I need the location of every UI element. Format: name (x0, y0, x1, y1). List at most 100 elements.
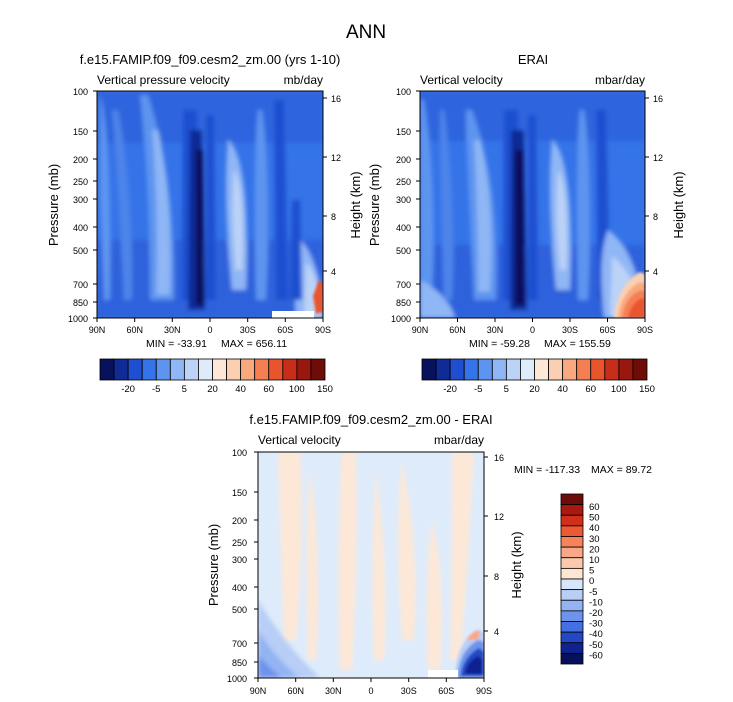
svg-text:850: 850 (73, 298, 88, 308)
svg-text:100: 100 (73, 87, 88, 97)
colorbar-box (520, 358, 535, 381)
svg-text:1000: 1000 (68, 314, 88, 324)
colorbar-box (560, 578, 584, 591)
svg-text:90N: 90N (89, 325, 106, 335)
y2-axis-label: Height (km) (671, 171, 686, 238)
svg-text:100: 100 (396, 87, 411, 97)
svg-text:100: 100 (611, 384, 627, 395)
svg-text:100: 100 (232, 448, 247, 458)
colorbar-box (212, 358, 227, 381)
colorbar-box (560, 514, 584, 527)
colorbar-box (560, 525, 584, 537)
svg-text:850: 850 (396, 298, 411, 308)
colorbar-box (560, 536, 584, 548)
svg-text:30S: 30S (562, 325, 578, 335)
colorbar-1 (99, 358, 326, 381)
svg-text:10: 10 (589, 555, 600, 566)
y-axis-label: Pressure (mb) (206, 524, 221, 606)
svg-text:20: 20 (207, 384, 218, 395)
min-label: MIN = -59.28 (469, 338, 530, 350)
y-axis-ticks: 100 150 200 250 300 400 500 700 850 1000 (68, 87, 97, 324)
panel-model: f.e15.FAMIP.f09_f09.cesm2_zm.00 (yrs 1-1… (46, 52, 363, 395)
y2-axis-label: Height (km) (509, 531, 524, 598)
colorbar-2 (421, 358, 648, 381)
svg-text:16: 16 (331, 94, 341, 104)
x-axis-ticks: 90N 60N 30N 0 30S 60S 90S (250, 678, 492, 696)
svg-text:30S: 30S (401, 686, 417, 696)
colorbar-box (604, 358, 620, 381)
svg-text:250: 250 (396, 177, 411, 187)
colorbar-box (463, 358, 479, 381)
svg-text:90N: 90N (412, 325, 429, 335)
svg-text:12: 12 (653, 153, 663, 163)
colorbar-box (155, 358, 171, 381)
svg-text:40: 40 (235, 384, 246, 395)
svg-text:60: 60 (589, 502, 600, 513)
svg-text:-20: -20 (589, 608, 603, 619)
max-label: MAX = 155.59 (544, 338, 611, 350)
svg-text:700: 700 (396, 280, 411, 290)
svg-text:-5: -5 (152, 384, 160, 395)
panel-difference: f.e15.FAMIP.f09_f09.cesm2_zm.00 - ERAI V… (206, 412, 652, 696)
svg-text:0: 0 (368, 686, 373, 696)
svg-text:150: 150 (317, 384, 333, 395)
svg-text:90S: 90S (315, 325, 331, 335)
svg-text:4: 4 (653, 267, 658, 277)
svg-text:-60: -60 (589, 650, 603, 661)
colorbar-box (560, 652, 584, 665)
svg-text:1000: 1000 (391, 314, 411, 324)
colorbar-box (560, 589, 584, 601)
colorbar-box (310, 358, 326, 381)
svg-text:200: 200 (396, 155, 411, 165)
svg-text:90S: 90S (637, 325, 653, 335)
colorbar-box (560, 599, 584, 612)
y2-axis-ticks: 16 12 8 4 (323, 94, 341, 277)
panel-left-label: Vertical pressure velocity (97, 73, 230, 87)
svg-text:-30: -30 (589, 619, 603, 630)
colorbar-box (198, 358, 213, 381)
colorbar-box (141, 358, 157, 381)
colorbar-box (548, 358, 564, 381)
svg-text:8: 8 (494, 572, 499, 582)
colorbar-box (632, 358, 648, 381)
colorbar-box (268, 358, 284, 381)
svg-text:40: 40 (589, 523, 600, 534)
svg-text:16: 16 (494, 453, 504, 463)
svg-text:30N: 30N (325, 686, 342, 696)
svg-text:30S: 30S (240, 325, 256, 335)
panel-title: f.e15.FAMIP.f09_f09.cesm2_zm.00 - ERAI (249, 412, 492, 427)
svg-text:850: 850 (232, 658, 247, 668)
colorbar-box (560, 546, 584, 559)
svg-text:30N: 30N (487, 325, 504, 335)
svg-text:150: 150 (73, 127, 88, 137)
svg-text:4: 4 (331, 267, 336, 277)
max-label: MAX = 656.11 (221, 338, 287, 350)
colorbar-box (560, 567, 584, 580)
svg-text:100: 100 (289, 384, 305, 395)
svg-text:-20: -20 (121, 384, 135, 395)
colorbar-box (560, 557, 584, 569)
svg-text:20: 20 (589, 544, 600, 555)
colorbar-box (254, 358, 270, 381)
svg-text:0: 0 (207, 325, 212, 335)
svg-text:200: 200 (232, 516, 247, 526)
svg-text:4: 4 (494, 627, 499, 637)
colorbar-box (296, 358, 312, 381)
svg-text:40: 40 (557, 384, 568, 395)
contour-field (97, 91, 323, 318)
svg-text:700: 700 (73, 280, 88, 290)
svg-text:500: 500 (396, 246, 411, 256)
colorbar-box (169, 358, 185, 381)
colorbar-box (560, 642, 584, 654)
svg-text:90S: 90S (476, 686, 492, 696)
svg-text:60S: 60S (277, 325, 293, 335)
svg-text:-5: -5 (589, 587, 597, 598)
colorbar-3 (560, 493, 584, 665)
y2-axis-ticks: 16 12 8 4 (645, 94, 663, 277)
panel-title: f.e15.FAMIP.f09_f09.cesm2_zm.00 (yrs 1-1… (80, 52, 341, 67)
svg-text:90N: 90N (250, 686, 267, 696)
svg-text:60: 60 (263, 384, 274, 395)
svg-text:60S: 60S (599, 325, 615, 335)
x-axis-ticks: 90N 60N 30N 0 30S 60S 90S (412, 318, 653, 335)
